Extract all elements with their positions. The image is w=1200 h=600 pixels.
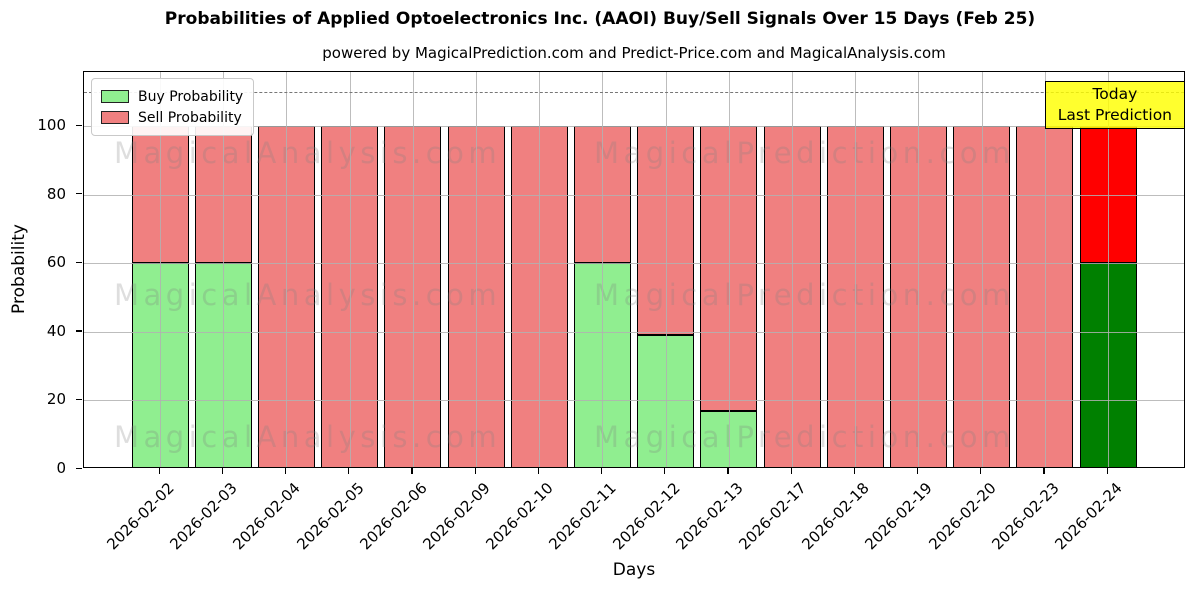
y-tick-label: 80 xyxy=(46,184,66,203)
today-annotation-line2: Last Prediction xyxy=(1057,106,1172,124)
x-tick-mark xyxy=(158,468,160,474)
x-tick-mark xyxy=(600,468,603,474)
grid-line-vertical xyxy=(1044,72,1046,467)
x-axis-label: Days xyxy=(612,560,656,580)
legend-item: Sell Probability xyxy=(101,107,243,128)
plot-area: Buy Probability Sell Probability Today La… xyxy=(83,71,1185,468)
x-tick-mark xyxy=(916,468,919,474)
grid-line-vertical xyxy=(1108,72,1109,467)
legend-swatch xyxy=(101,90,129,103)
x-tick-label: 2026-02-24 xyxy=(1051,479,1126,554)
x-tick-mark xyxy=(411,468,413,474)
legend: Buy Probability Sell Probability xyxy=(91,78,255,136)
watermark-text: MagicalPrediction.com xyxy=(594,136,1015,170)
today-annotation: Today Last Prediction xyxy=(1044,81,1184,129)
watermark-text: MagicalAnalysis.com xyxy=(114,278,502,312)
x-tick-label: 2026-02-02 xyxy=(103,479,178,554)
x-tick-mark xyxy=(790,468,792,474)
x-tick-mark xyxy=(537,468,540,474)
grid-line-vertical xyxy=(160,72,161,467)
y-tick-mark xyxy=(76,330,82,332)
grid-line-horizontal xyxy=(84,263,1184,265)
x-tick-label: 2026-02-11 xyxy=(545,479,621,554)
x-tick-label: 2026-02-20 xyxy=(924,479,1000,554)
chart-subtitle: powered by MagicalPrediction.com and Pre… xyxy=(322,44,946,62)
grid-line-vertical xyxy=(855,72,857,467)
today-annotation-line1: Today xyxy=(1092,85,1138,103)
y-tick-mark xyxy=(76,467,82,469)
grid-line-vertical xyxy=(728,72,730,467)
x-tick-label: 2026-02-19 xyxy=(861,479,937,554)
x-tick-mark xyxy=(664,468,666,474)
x-tick-mark xyxy=(980,468,982,474)
y-tick-mark xyxy=(76,124,82,126)
y-tick-mark xyxy=(76,261,82,264)
legend-label: Buy Probability xyxy=(138,88,244,105)
x-tick-label: 2026-02-10 xyxy=(482,479,557,554)
x-tick-label: 2026-02-23 xyxy=(988,479,1063,554)
grid-line-vertical xyxy=(286,72,288,467)
y-tick-label: 0 xyxy=(56,459,66,477)
x-tick-mark xyxy=(474,468,476,474)
x-tick-mark xyxy=(853,468,856,474)
grid-line-vertical xyxy=(476,72,477,467)
watermark-text: MagicalAnalysis.com xyxy=(114,420,502,454)
grid-line-vertical xyxy=(665,72,667,467)
x-tick-mark xyxy=(221,468,224,474)
grid-line-vertical xyxy=(412,72,414,467)
y-tick-label: 20 xyxy=(46,390,66,409)
x-tick-mark xyxy=(348,468,350,474)
grid-line-vertical xyxy=(223,72,225,467)
y-tick-label: 100 xyxy=(37,116,66,134)
x-tick-label: 2026-02-05 xyxy=(292,479,368,554)
dashed-threshold-line xyxy=(84,91,1184,93)
grid-line-vertical xyxy=(539,72,541,467)
grid-line-vertical xyxy=(602,72,604,467)
y-tick-label: 40 xyxy=(46,321,66,340)
x-tick-label: 2026-02-04 xyxy=(229,479,305,554)
x-tick-label: 2026-02-18 xyxy=(798,479,873,554)
legend-label: Sell Probability xyxy=(138,109,242,126)
y-tick-mark xyxy=(76,398,82,401)
grid-line-vertical xyxy=(349,72,351,467)
grid-line-vertical xyxy=(918,72,920,467)
grid-line-horizontal xyxy=(84,194,1184,196)
y-tick-mark xyxy=(76,193,82,195)
grid-line-horizontal xyxy=(84,400,1184,402)
x-tick-mark xyxy=(284,468,287,474)
grid-line-vertical xyxy=(792,72,793,467)
x-tick-label: 2026-02-06 xyxy=(356,479,431,554)
x-tick-label: 2026-02-13 xyxy=(672,479,747,554)
x-tick-label: 2026-02-17 xyxy=(735,479,810,554)
grid-line-horizontal xyxy=(84,126,1184,127)
x-tick-mark xyxy=(1106,468,1108,474)
x-tick-mark xyxy=(727,468,729,474)
grid-line-horizontal xyxy=(84,331,1184,333)
legend-swatch xyxy=(101,111,129,124)
x-tick-label: 2026-02-03 xyxy=(166,479,241,554)
x-tick-mark xyxy=(1043,468,1045,474)
watermark-text: MagicalAnalysis.com xyxy=(114,136,502,170)
x-tick-label: 2026-02-09 xyxy=(419,479,494,554)
legend-item: Buy Probability xyxy=(101,86,243,107)
chart-title: Probabilities of Applied Optoelectronics… xyxy=(164,9,1036,29)
y-tick-label: 60 xyxy=(46,253,66,272)
watermark-text: MagicalPrediction.com xyxy=(594,278,1015,312)
x-tick-label: 2026-02-12 xyxy=(608,479,684,554)
watermark-text: MagicalPrediction.com xyxy=(594,420,1015,454)
grid-line-vertical xyxy=(981,72,983,467)
